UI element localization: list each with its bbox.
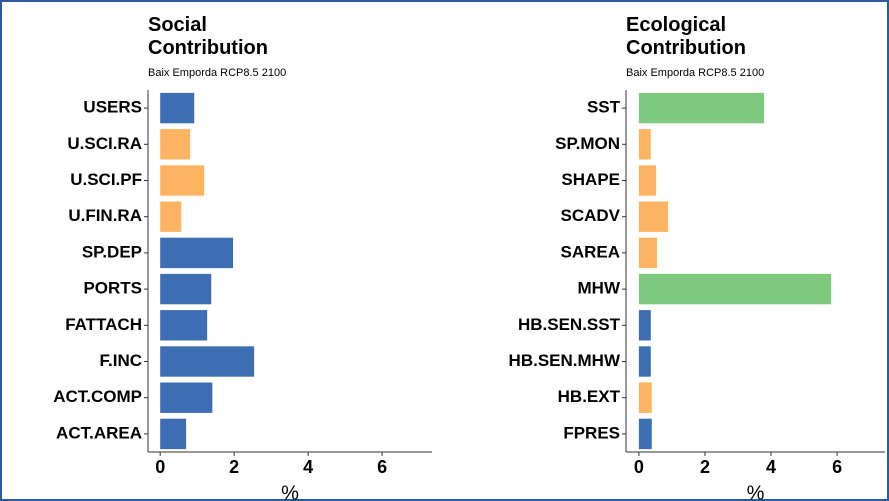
chart-title: Social Contribution	[148, 14, 268, 59]
y-tick-label: U.FIN.RA	[68, 206, 142, 225]
bar	[160, 237, 234, 269]
y-tick-label: SCADV	[560, 206, 620, 225]
y-tick-label: U.SCI.RA	[67, 134, 142, 153]
bar	[160, 382, 213, 413]
x-axis-label: %	[281, 482, 299, 501]
y-tick-label: FATTACH	[65, 315, 142, 334]
y-tick-label: F.INC	[100, 351, 143, 370]
bar	[638, 346, 651, 377]
bar	[638, 310, 651, 341]
x-tick-label: 2	[700, 457, 710, 477]
y-tick-label: PORTS	[83, 279, 142, 298]
bar	[638, 92, 765, 124]
bar	[638, 382, 652, 413]
bar	[160, 201, 182, 232]
y-tick-label: SST	[587, 98, 621, 117]
y-tick-label: SHAPE	[561, 170, 620, 189]
y-tick-label: MHW	[578, 279, 621, 298]
bar	[160, 165, 205, 196]
chart-subtitle: Baix Emporda RCP8.5 2100	[148, 67, 287, 79]
bar	[160, 92, 195, 124]
y-tick-label: FPRES	[563, 423, 620, 442]
x-tick-label: 0	[155, 457, 165, 477]
bar	[160, 129, 191, 160]
chart-title: Ecological Contribution	[626, 14, 746, 59]
y-tick-label: SP.MON	[555, 134, 620, 153]
bar	[638, 201, 668, 232]
x-tick-label: 4	[766, 457, 776, 477]
y-tick-label: HB.SEN.SST	[518, 315, 621, 334]
y-tick-label: HB.EXT	[558, 387, 621, 406]
bar	[638, 129, 651, 160]
bar	[638, 273, 832, 305]
y-tick-label: ACT.COMP	[53, 387, 142, 406]
y-tick-label: SAREA	[560, 242, 620, 261]
bar	[638, 237, 658, 269]
y-tick-label: U.SCI.PF	[70, 170, 142, 189]
y-tick-label: USERS	[83, 98, 142, 117]
x-tick-label: 0	[634, 457, 644, 477]
y-tick-label: ACT.AREA	[56, 423, 142, 442]
bar	[638, 418, 652, 450]
x-tick-label: 2	[229, 457, 239, 477]
bar	[160, 310, 208, 341]
y-tick-label: HB.SEN.MHW	[509, 351, 621, 370]
bar	[160, 273, 212, 305]
y-tick-label: SP.DEP	[82, 242, 142, 261]
bar	[160, 346, 255, 377]
x-axis-label: %	[747, 482, 765, 501]
chart-subtitle: Baix Emporda RCP8.5 2100	[626, 67, 765, 79]
x-tick-label: 6	[377, 457, 387, 477]
x-tick-label: 4	[303, 457, 313, 477]
bar	[160, 418, 187, 450]
x-tick-label: 6	[832, 457, 842, 477]
bar	[638, 165, 657, 196]
